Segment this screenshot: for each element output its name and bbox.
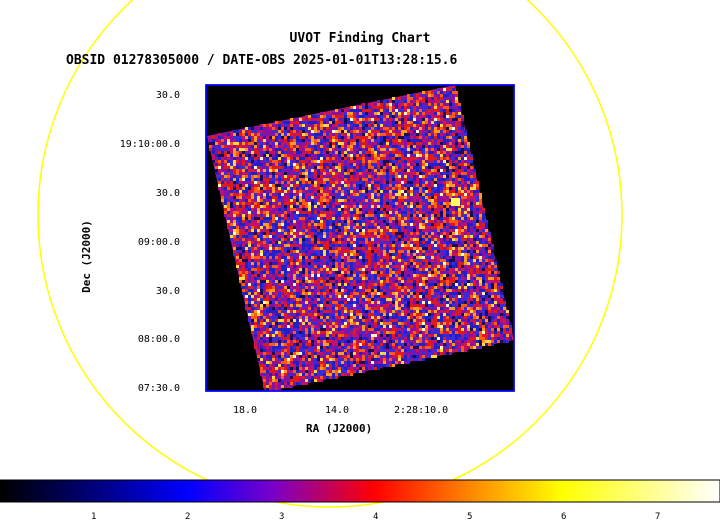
ra-tick-label: 2:28:10.0	[394, 405, 448, 416]
x-axis-label: RA (J2000)	[306, 422, 372, 435]
ra-tick-label: 14.0	[325, 405, 349, 416]
dec-tick-label: 09:00.0	[90, 237, 180, 248]
ra-tick-label: 18.0	[233, 405, 257, 416]
dec-tick-label: 08:00.0	[90, 334, 180, 345]
colorbar	[0, 480, 720, 502]
chart-subtitle: OBSID 01278305000 / DATE-OBS 2025-01-01T…	[66, 53, 457, 68]
dec-tick-label: 07:30.0	[90, 383, 180, 394]
chart-title: UVOT Finding Chart	[0, 31, 720, 46]
dec-tick-label: 19:10:00.0	[90, 139, 180, 150]
dec-tick-label: 30.0	[90, 90, 180, 101]
dec-tick-label: 30.0	[90, 286, 180, 297]
y-axis-label: Dec (J2000)	[80, 220, 93, 293]
dec-tick-label: 30.0	[90, 188, 180, 199]
